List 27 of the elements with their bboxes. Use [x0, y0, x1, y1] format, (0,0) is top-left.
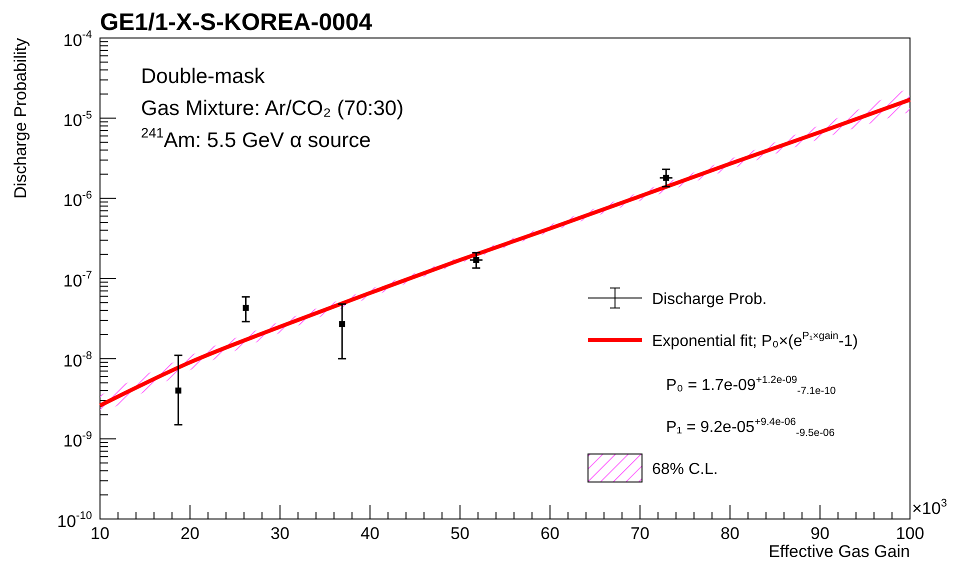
legend-label: Discharge Prob.	[652, 291, 767, 308]
annotation: 68% C.L.	[652, 461, 718, 478]
x-tick-label: 50	[450, 524, 470, 544]
x-tick-label: 80	[720, 524, 740, 544]
x-tick-label: 30	[270, 524, 290, 544]
x-tick-label: 60	[540, 524, 560, 544]
annotation: Double-mask	[141, 65, 266, 88]
y-tick-label: 10$^{-7}$	[63, 270, 92, 290]
x-tick-label: 90	[810, 524, 830, 544]
y-tick-label: 10$^{-10}$	[57, 510, 92, 531]
y-tick-label: 10$^{-4}$	[63, 29, 92, 50]
annotation: $^{241}$Am: 5.5 GeV α source	[141, 126, 371, 152]
x-axis-title: Effective Gas Gain	[768, 542, 910, 561]
chart-title: GE1/1-X-S-KOREA-0004	[100, 9, 373, 36]
x-tick-label: 20	[180, 524, 200, 544]
text: ×10$^{3}$	[912, 497, 947, 518]
y-axis-title: Discharge Probability	[11, 38, 30, 199]
x-tick-label: 100	[896, 524, 924, 544]
x-tick-label: 70	[630, 524, 650, 544]
y-tick-label: 10$^{-9}$	[63, 430, 92, 451]
y-tick-label: 10$^{-6}$	[63, 190, 92, 210]
x-tick-label: 40	[360, 524, 380, 544]
y-tick-label: 10$^{-5}$	[63, 109, 92, 130]
annotation: Gas Mixture: Ar/CO₂ (70:30)	[141, 97, 404, 120]
legend-label: Exponential fit; P₀×(e$^{P₁×gain}$-1)	[652, 330, 858, 350]
x-tick-label: 10	[90, 524, 110, 544]
y-tick-label: 10$^{-8}$	[63, 350, 92, 370]
